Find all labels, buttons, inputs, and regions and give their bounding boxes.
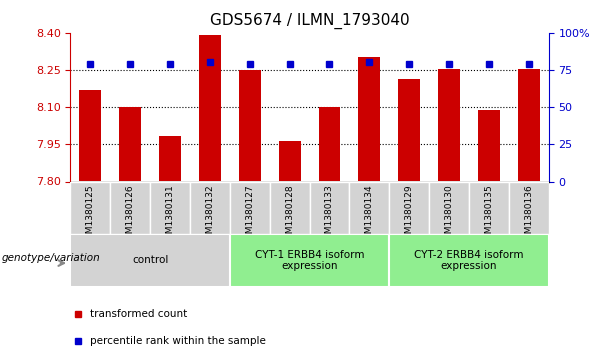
Bar	[349, 182, 389, 234]
Text: GSM1380125: GSM1380125	[86, 184, 95, 245]
Bar	[478, 110, 500, 182]
Text: genotype/variation: genotype/variation	[1, 253, 100, 263]
Text: GSM1380128: GSM1380128	[285, 184, 294, 245]
Bar	[438, 69, 460, 182]
Bar	[80, 90, 101, 182]
Bar	[120, 107, 141, 182]
Bar	[110, 182, 150, 234]
Bar	[518, 69, 539, 182]
Text: GSM1380130: GSM1380130	[444, 184, 454, 245]
Text: GSM1380135: GSM1380135	[484, 184, 493, 245]
Title: GDS5674 / ILMN_1793040: GDS5674 / ILMN_1793040	[210, 12, 409, 29]
Bar	[150, 182, 190, 234]
Bar	[319, 107, 340, 182]
Bar	[359, 57, 380, 182]
Bar	[239, 70, 261, 182]
Bar	[469, 182, 509, 234]
Bar	[159, 136, 181, 182]
Text: GSM1380126: GSM1380126	[126, 184, 135, 245]
Text: GSM1380136: GSM1380136	[524, 184, 533, 245]
Text: GSM1380129: GSM1380129	[405, 184, 414, 245]
Bar	[310, 182, 349, 234]
Text: CYT-1 ERBB4 isoform
expression: CYT-1 ERBB4 isoform expression	[255, 250, 364, 271]
Text: transformed count: transformed count	[89, 309, 187, 319]
Text: control: control	[132, 256, 169, 265]
Bar	[398, 78, 420, 182]
Bar	[389, 182, 429, 234]
Bar	[190, 182, 230, 234]
Text: percentile rank within the sample: percentile rank within the sample	[89, 336, 265, 346]
Text: GSM1380133: GSM1380133	[325, 184, 334, 245]
Text: GSM1380132: GSM1380132	[205, 184, 215, 245]
Bar	[70, 182, 110, 234]
Bar	[509, 182, 549, 234]
Bar	[199, 35, 221, 182]
Text: GSM1380134: GSM1380134	[365, 184, 374, 245]
Text: GSM1380127: GSM1380127	[245, 184, 254, 245]
Bar	[70, 234, 230, 287]
Bar	[279, 140, 300, 182]
Bar	[389, 234, 549, 287]
Bar	[230, 182, 270, 234]
Bar	[230, 234, 389, 287]
Bar	[270, 182, 310, 234]
Text: CYT-2 ERBB4 isoform
expression: CYT-2 ERBB4 isoform expression	[414, 250, 524, 271]
Bar	[429, 182, 469, 234]
Text: GSM1380131: GSM1380131	[166, 184, 175, 245]
